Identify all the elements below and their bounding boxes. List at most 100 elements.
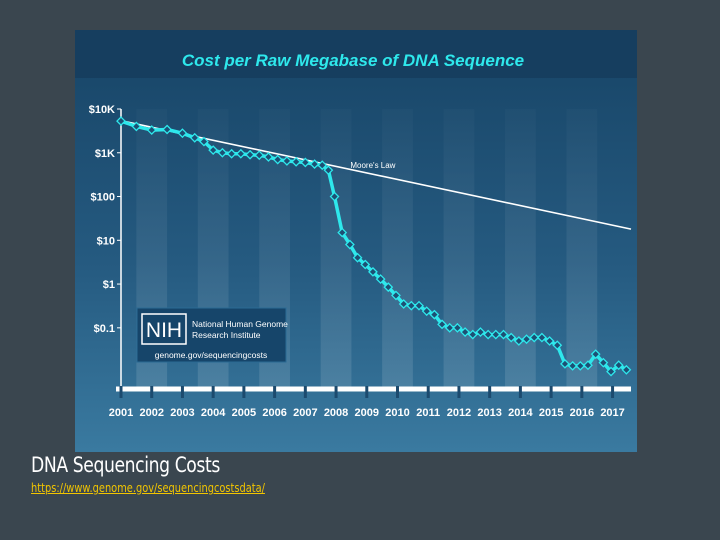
nhgri-logo: NIH National Human Genome Research Insti… [136, 307, 288, 363]
data-point [291, 156, 302, 167]
data-point [398, 299, 409, 309]
x-tick-label: 2008 [324, 407, 348, 419]
nih-mark-box [141, 313, 187, 345]
x-tick-label: 2016 [570, 407, 594, 419]
data-point [429, 309, 440, 320]
grid-band [320, 109, 352, 389]
chart-title: Cost per Raw Megabase of DNA Sequence [182, 51, 524, 70]
data-point [583, 360, 593, 371]
data-point [560, 358, 570, 369]
x-tick-label: 2002 [139, 407, 163, 419]
x-axis: 2001 2002 2003 2004 2005 2006 2007 2008 2009 2010… [109, 386, 631, 419]
data-point [460, 327, 471, 337]
data-point [360, 259, 371, 270]
data-point [217, 147, 228, 158]
logo-box [136, 307, 287, 363]
data-point [177, 128, 188, 139]
data-point [162, 124, 173, 135]
data-point [226, 148, 237, 159]
data-point [490, 329, 501, 340]
data-point [521, 334, 532, 345]
data-point [189, 132, 200, 143]
data-point [235, 148, 246, 159]
data-point [272, 154, 283, 165]
data-point [452, 322, 463, 333]
slide-caption: DNA Sequencing Costs [31, 453, 220, 477]
x-tick-label: 2001 [109, 407, 133, 419]
y-tick-label: $1K [95, 148, 115, 160]
data-point [421, 306, 432, 317]
grid-band [566, 109, 598, 389]
data-point [536, 332, 547, 343]
data-point [567, 360, 578, 371]
data-point [391, 290, 401, 301]
x-tick-label: 2017 [600, 407, 624, 419]
x-tick-label: 2011 [416, 407, 440, 419]
data-point [444, 322, 455, 333]
data-point [613, 360, 624, 371]
y-tick-label: $1 [103, 279, 115, 291]
data-point [383, 282, 394, 293]
data-point [406, 300, 417, 311]
x-tick-label: 2007 [293, 407, 317, 419]
data-point [208, 145, 219, 156]
data-point [621, 364, 632, 375]
data-point [483, 329, 494, 340]
x-tick-label: 2006 [262, 407, 286, 419]
data-point [498, 329, 509, 340]
nhgri-name-line1: National Human Genome [192, 319, 288, 329]
data-point [606, 366, 616, 377]
data-point [590, 349, 601, 360]
y-tick-label: $10K [89, 104, 115, 116]
data-point [513, 336, 524, 346]
grid-band [382, 109, 413, 389]
data-point [309, 159, 320, 170]
data-markers [116, 116, 632, 377]
data-point [263, 152, 274, 162]
data-point [131, 121, 142, 132]
y-axis: $10K $1K $100 $10 $1 $0.1 [89, 104, 122, 389]
x-tick-label: 2014 [508, 407, 533, 419]
data-point [475, 327, 486, 337]
x-tick-label: 2015 [539, 407, 563, 419]
data-point [329, 191, 340, 202]
data-point [544, 336, 555, 346]
data-point [368, 266, 378, 277]
nhgri-url: genome.gov/sequencingcosts [155, 350, 267, 360]
x-tick-label: 2005 [232, 407, 256, 419]
x-tick-label: 2009 [355, 407, 379, 419]
x-tick-label: 2004 [201, 407, 226, 419]
data-point [506, 332, 517, 343]
data-point [598, 357, 609, 368]
y-tick-label: $0.1 [94, 323, 115, 335]
grid-band [505, 109, 536, 389]
data-point [352, 252, 363, 263]
data-point [300, 157, 311, 168]
x-tick-label: 2010 [385, 407, 409, 419]
data-point [254, 150, 265, 161]
data-point [317, 160, 328, 171]
y-tick-label: $100 [91, 192, 115, 204]
data-point [146, 125, 157, 135]
nhgri-name-line2: Research Institute [192, 330, 261, 340]
source-link[interactable]: https://www.genome.gov/sequencingcostsda… [31, 481, 265, 495]
x-tick-label: 2012 [447, 407, 471, 419]
data-point [337, 227, 348, 238]
data-point [375, 274, 386, 284]
data-point [199, 136, 209, 147]
nih-mark: NIH [146, 319, 182, 342]
data-point [575, 360, 586, 371]
data-point [323, 165, 334, 176]
data-point [116, 116, 126, 126]
chart-title-bar [75, 30, 637, 78]
data-point [529, 332, 540, 343]
data-point [552, 340, 563, 351]
y-tick-label: $10 [97, 235, 115, 247]
chart-panel [75, 30, 637, 452]
data-point [437, 319, 447, 330]
data-point [344, 239, 355, 250]
moores-law-label: Moore's Law [350, 161, 395, 170]
x-tick-label: 2003 [170, 407, 194, 419]
x-tick-label: 2013 [477, 407, 501, 419]
